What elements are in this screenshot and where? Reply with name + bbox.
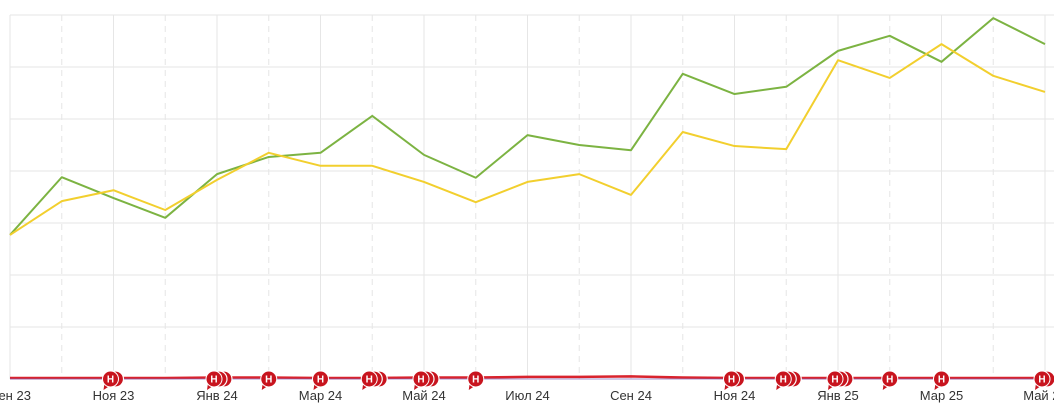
news-bubble-icon — [774, 370, 792, 388]
x-tick-label: Июл 24 — [505, 388, 549, 403]
news-bubble-icon — [260, 370, 278, 388]
news-marker-label: Н — [366, 375, 373, 386]
news-bubble-icon — [933, 370, 950, 388]
news-marker[interactable]: Н — [1033, 370, 1054, 390]
news-bubble-icon — [205, 370, 223, 388]
series-line-2 — [9, 43, 1046, 236]
news-marker-label: Н — [780, 375, 787, 386]
x-tick-label: Ноя 23 — [93, 388, 135, 403]
news-marker-label: Н — [831, 375, 838, 386]
x-tick-label: Янв 24 — [196, 388, 238, 403]
news-bubble-icon — [723, 370, 740, 388]
news-marker[interactable]: Н — [826, 370, 854, 390]
news-marker-label: Н — [472, 375, 479, 386]
x-tick-label: Май 24 — [402, 388, 446, 403]
news-marker-label: Н — [938, 375, 945, 386]
x-tick-label: Мар 24 — [299, 388, 343, 403]
news-marker[interactable]: Н — [205, 370, 233, 390]
series-line-3 — [10, 375, 1045, 380]
news-marker-label: Н — [728, 375, 735, 386]
news-bubble-icon — [312, 370, 329, 388]
news-marker[interactable]: Н — [723, 370, 746, 390]
x-tick-label: Май 25 — [1023, 388, 1054, 403]
x-tick-label: Сен 24 — [610, 388, 652, 403]
news-marker[interactable]: Н — [102, 370, 125, 390]
news-bubble-icon — [412, 370, 430, 388]
news-bubble-icon — [102, 370, 119, 388]
news-marker-label: Н — [886, 375, 893, 386]
news-marker[interactable]: Н — [360, 370, 388, 390]
news-marker[interactable]: Н — [774, 370, 802, 390]
news-bubble-icon — [1033, 370, 1051, 388]
news-marker[interactable]: Н — [412, 370, 440, 390]
series-line-1 — [9, 17, 1046, 236]
x-tick-label: Мар 25 — [920, 388, 964, 403]
x-tick-label: Янв 25 — [817, 388, 859, 403]
news-marker-label: Н — [265, 375, 272, 386]
news-marker-label: Н — [317, 375, 324, 386]
news-marker[interactable]: Н — [467, 370, 485, 390]
x-tick-label: Ноя 24 — [714, 388, 756, 403]
news-bubble-icon — [881, 370, 899, 388]
news-marker[interactable]: Н — [260, 370, 278, 390]
news-marker[interactable]: Н — [881, 370, 899, 390]
news-marker-label: Н — [107, 375, 114, 386]
news-marker[interactable]: Н — [933, 370, 950, 390]
news-bubble-icon — [467, 370, 485, 388]
news-marker-label: Н — [210, 375, 217, 386]
news-marker[interactable]: Н — [312, 370, 329, 390]
news-bubble-icon — [360, 370, 378, 388]
news-bubble-icon — [826, 370, 844, 388]
news-marker-label: Н — [417, 375, 424, 386]
news-marker-label: Н — [1038, 375, 1045, 386]
x-tick-label: Сен 23 — [0, 388, 31, 403]
